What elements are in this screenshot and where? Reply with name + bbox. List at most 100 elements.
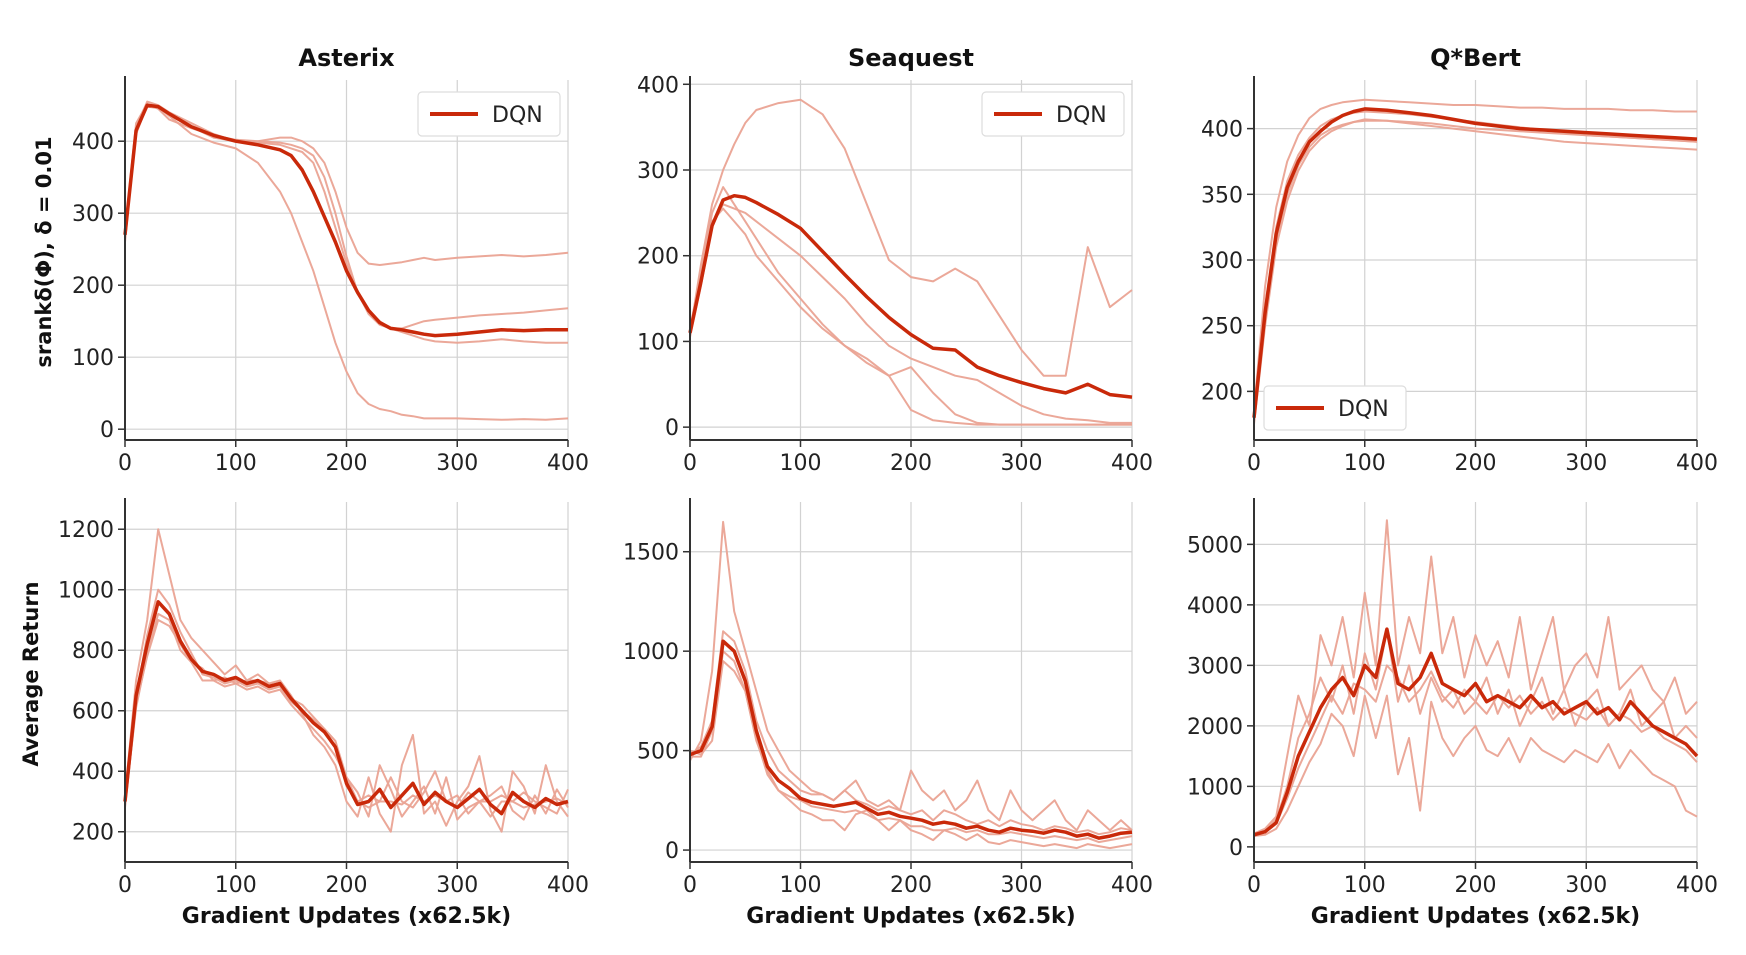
x-tick-label: 200 (326, 873, 368, 898)
mean-line-dqn (1253, 627, 1699, 837)
x-tick-label: 400 (1676, 451, 1718, 476)
x-tick-label: 400 (1676, 873, 1718, 898)
y-tick-label: 800 (72, 639, 114, 664)
y-tick-label: 400 (72, 760, 114, 785)
chart-title: Seaquest (848, 44, 974, 72)
x-tick-label: 100 (1344, 873, 1386, 898)
x-tick-label: 200 (890, 873, 932, 898)
run-line (1253, 98, 1697, 412)
mean-line-dqn (689, 639, 1133, 840)
y-tick-label: 600 (72, 700, 114, 725)
x-tick-label: 200 (326, 451, 368, 476)
chart-qbert-srank: 0 100 200 300 400 200 250 300 350 400 Q*Bert DQN (1201, 44, 1718, 476)
x-tick-label: 400 (547, 451, 589, 476)
mean-line-dqn (1252, 107, 1698, 418)
run-line (1253, 118, 1698, 425)
legend-label: DQN (1056, 103, 1107, 128)
run-line (689, 630, 1133, 836)
y-tick-label: 400 (72, 130, 114, 155)
y-tick-label: 5000 (1187, 533, 1243, 558)
legend-box (981, 91, 1125, 137)
chart-qbert-return: 0 100 200 300 400010002000300040005000Gradie… (1187, 498, 1718, 929)
y-tick-label: 0 (665, 416, 679, 441)
y-tick-label: 300 (637, 159, 679, 184)
y-tick-label: 1200 (58, 518, 114, 543)
x-axis-label: Gradient Updates (x62.5k) (1311, 904, 1640, 929)
y-tick-label: 1000 (58, 579, 114, 604)
run-line (124, 104, 569, 421)
run-line (689, 98, 1133, 377)
legend: DQN (1263, 385, 1407, 431)
y-tick-label: 400 (1201, 118, 1243, 143)
y-tick-label: 0 (665, 839, 679, 864)
x-tick-label: 100 (1344, 451, 1386, 476)
chart-seaquest-srank: 0 100 200 300 400 0 100 200 300 400 Seaquest DQN (637, 44, 1153, 476)
x-axis-label: Gradient Updates (x62.5k) (746, 904, 1075, 929)
legend-label: DQN (1338, 397, 1389, 422)
y-tick-label: 200 (637, 245, 679, 270)
x-tick-label: 200 (1455, 451, 1497, 476)
x-tick-label: 400 (1111, 873, 1153, 898)
y-tick-label: 200 (1201, 380, 1243, 405)
y-tick-label: 1000 (1187, 775, 1243, 800)
x-tick-label: 100 (215, 451, 257, 476)
y-tick-label: 500 (637, 740, 679, 765)
x-tick-label: 400 (1111, 451, 1153, 476)
y-tick-label: 350 (1201, 183, 1243, 208)
run-line (689, 203, 1132, 424)
y-tick-label: 300 (72, 202, 114, 227)
y-tick-label: 100 (637, 330, 679, 355)
x-tick-label: 100 (780, 873, 822, 898)
run-line (1253, 519, 1698, 835)
chart-title: Q*Bert (1430, 44, 1521, 72)
run-line (690, 650, 1133, 844)
x-tick-label: 300 (1565, 873, 1607, 898)
x-tick-label: 300 (436, 873, 478, 898)
x-tick-label: 0 (1247, 451, 1261, 476)
y-tick-label: 250 (1201, 315, 1243, 340)
y-tick-label: 0 (1229, 836, 1243, 861)
x-tick-label: 300 (1565, 451, 1607, 476)
run-line (1253, 119, 1698, 421)
legend-box (1263, 385, 1407, 431)
mean-line-dqn (123, 600, 569, 816)
run-line (124, 102, 569, 330)
legend-label: DQN (492, 103, 543, 128)
y-tick-label: 4000 (1187, 594, 1243, 619)
x-tick-label: 0 (118, 873, 132, 898)
legend: DQN (981, 91, 1125, 137)
y-tick-label: 200 (72, 821, 114, 846)
y-tick-label: 400 (637, 73, 679, 98)
chart-seaquest-return: 0 100 200 300 400 0 500 1000 1500 Gradient Update… (623, 498, 1153, 929)
run-line (124, 528, 569, 833)
chart-asterix-return: 0 100 200 300 400 200 400 600 800 1000 1200 Gradien… (19, 498, 589, 929)
run-line (1253, 694, 1698, 837)
run-line (124, 100, 569, 266)
x-axis-label: Gradient Updates (x62.5k) (182, 904, 511, 929)
y-tick-label: 300 (1201, 249, 1243, 274)
x-tick-label: 300 (1001, 873, 1043, 898)
x-tick-label: 100 (215, 873, 257, 898)
y-axis-label: srankδ(Φ), δ = 0.01 (32, 136, 56, 367)
x-tick-label: 0 (118, 451, 132, 476)
x-tick-label: 0 (683, 873, 697, 898)
y-axis-label: Average Return (19, 581, 43, 766)
y-tick-label: 0 (100, 418, 114, 443)
x-tick-label: 200 (1455, 873, 1497, 898)
x-tick-label: 0 (1247, 873, 1261, 898)
y-tick-label: 200 (72, 274, 114, 299)
y-tick-label: 1500 (623, 541, 679, 566)
mean-line-dqn (688, 193, 1133, 399)
y-tick-label: 3000 (1187, 654, 1243, 679)
x-tick-label: 300 (436, 451, 478, 476)
y-tick-label: 100 (72, 346, 114, 371)
chart-title: Asterix (298, 44, 395, 72)
run-line (689, 520, 1133, 832)
run-line (689, 207, 1132, 426)
legend: DQN (417, 91, 561, 137)
y-tick-label: 1000 (623, 640, 679, 665)
chart-asterix-srank: 0 100 200 300 400 0 100 200 300 400 Asterix srankδ(… (32, 44, 589, 476)
x-tick-label: 400 (547, 873, 589, 898)
legend-box (417, 91, 561, 137)
